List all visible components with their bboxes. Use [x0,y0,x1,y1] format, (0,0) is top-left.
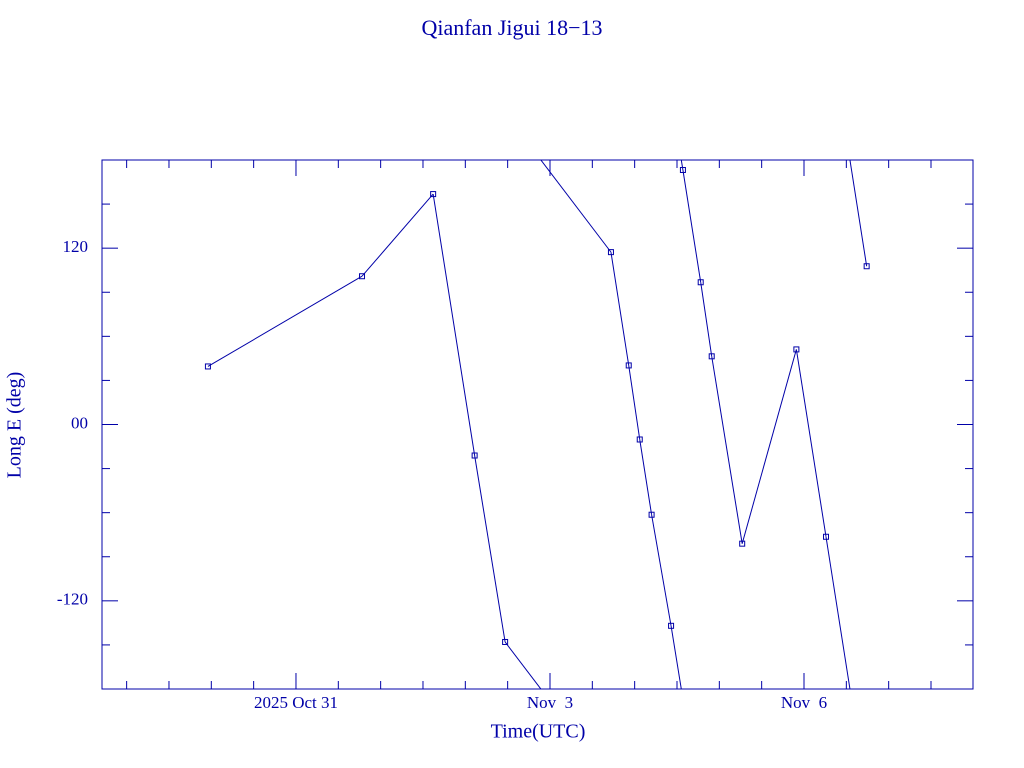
line-segment [610,252,630,366]
line-segment [682,169,702,283]
data-point [204,363,211,370]
data-point [793,346,800,353]
data-point [636,436,643,443]
y-axis-label: Long E (deg) [4,372,26,479]
line-segment [711,356,743,544]
data-point [679,166,686,173]
data-point [359,273,366,280]
data-point [648,511,655,518]
line-segment [700,282,713,357]
data-point [502,638,509,645]
line-segment [670,625,682,689]
data-point [823,533,830,540]
data-point [625,362,632,369]
y-tick-label: -120 [57,590,88,609]
x-axis-label: Time(UTC) [491,721,586,743]
x-tick-label: Nov 3 [527,693,573,712]
y-tick-label: 00 [71,413,88,432]
line-segment [741,349,797,544]
data-point [708,353,715,360]
x-tick-label: 2025 Oct 31 [254,693,338,712]
data-point [739,540,746,547]
data-point [430,191,437,198]
line-segment [540,160,612,253]
chart-title: Qianfan Jigui 18−13 [421,15,602,40]
line-segment [795,349,827,537]
y-tick-label: 120 [63,237,89,256]
line-segment [474,455,506,643]
line-segment [680,160,684,171]
data-point [607,249,614,256]
line-segment [361,193,434,277]
plot-area [204,160,870,689]
line-segment [651,514,672,626]
line-segment [628,365,641,440]
line-segment [432,194,476,456]
line-segment [639,439,653,515]
line-segment [207,275,363,367]
data-point [668,622,675,629]
line-segment [504,641,542,689]
data-point [471,452,478,459]
line-segment [825,536,851,689]
line-segment [849,160,868,267]
x-tick-label: Nov 6 [781,693,827,712]
data-point [863,263,870,270]
data-point [697,279,704,286]
plot-frame [101,159,974,690]
